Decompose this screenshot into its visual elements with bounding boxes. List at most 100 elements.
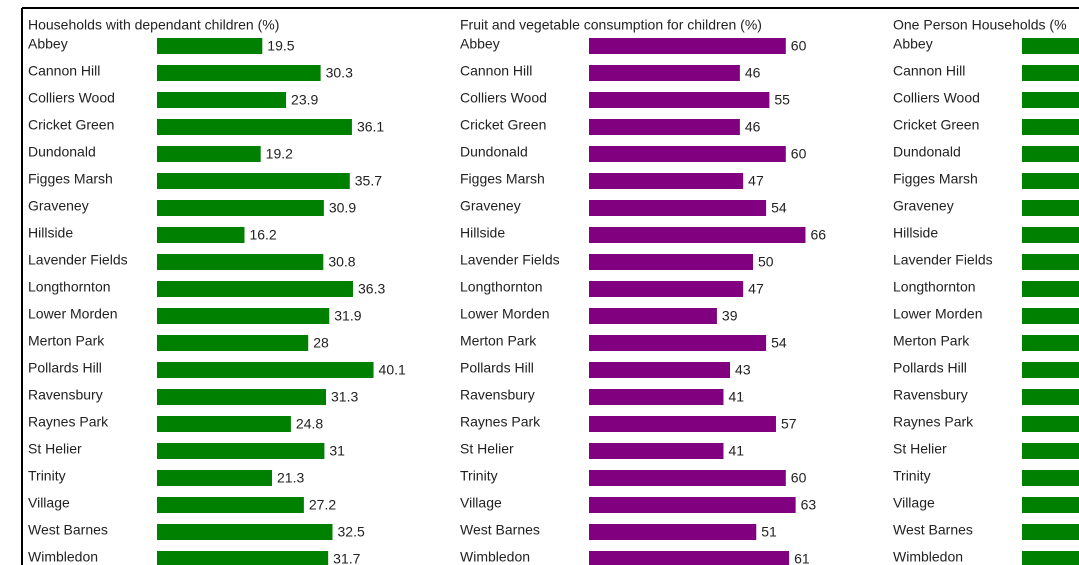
clipped-bar [1022,551,1079,565]
bar [589,551,790,565]
category-label: Hillside [28,225,73,241]
bar [589,281,744,297]
value-label: 41 [728,443,744,459]
category-label: Dundonald [460,144,528,160]
clipped-bar [1022,173,1079,189]
value-label: 35.7 [355,173,382,189]
category-label: Colliers Wood [28,90,115,106]
value-label: 30.3 [326,65,353,81]
bar [589,470,786,486]
value-label: 61 [794,551,810,565]
bar [589,227,806,243]
value-label: 27.2 [309,497,336,513]
category-label: Figges Marsh [28,171,113,187]
category-label: Cricket Green [893,117,979,133]
category-label: Pollards Hill [893,360,967,376]
bar [157,38,263,54]
category-label: Trinity [893,468,931,484]
bar [589,92,770,108]
value-label: 31.9 [334,308,361,324]
category-label: Hillside [893,225,938,241]
category-label: Trinity [460,468,498,484]
chart-title: One Person Households (% [893,17,1067,33]
category-label: Colliers Wood [460,90,547,106]
category-label: Lower Morden [893,306,983,322]
value-label: 41 [728,389,744,405]
category-label: Cannon Hill [893,63,965,79]
value-label: 55 [774,92,790,108]
category-label: West Barnes [28,522,108,538]
value-label: 23.9 [291,92,318,108]
value-label: 46 [745,119,761,135]
category-label: St Helier [28,441,82,457]
clipped-bar [1022,308,1079,324]
bar [589,173,744,189]
category-label: Raynes Park [893,414,974,430]
value-label: 60 [791,470,807,486]
clipped-bar [1022,119,1079,135]
category-label: Lower Morden [28,306,118,322]
bar [589,146,786,162]
value-label: 31.7 [333,551,360,565]
clipped-bar [1022,443,1079,459]
clipped-bar [1022,200,1079,216]
category-label: Cannon Hill [460,63,532,79]
value-label: 24.8 [296,416,323,432]
bar [157,416,291,432]
value-label: 36.3 [358,281,385,297]
category-label: Lower Morden [460,306,550,322]
bar [589,497,796,513]
bar [589,335,767,351]
value-label: 36.1 [357,119,384,135]
category-label: Figges Marsh [460,171,545,187]
bar [589,254,753,270]
value-label: 32.5 [338,524,365,540]
bar [157,281,354,297]
value-label: 40.1 [379,362,406,378]
clipped-bar [1022,254,1079,270]
clipped-bar [1022,227,1079,243]
value-label: 21.3 [277,470,304,486]
category-label: Cricket Green [460,117,546,133]
bar [157,362,374,378]
clipped-bar [1022,65,1079,81]
clipped-bar [1022,146,1079,162]
bar [157,200,324,216]
bar [157,551,329,565]
clipped-bar [1022,470,1079,486]
category-label: Trinity [28,468,66,484]
category-label: West Barnes [893,522,973,538]
bar [157,227,245,243]
value-label: 54 [771,200,787,216]
category-label: Pollards Hill [28,360,102,376]
value-label: 16.2 [249,227,276,243]
category-label: Colliers Wood [893,90,980,106]
bar [157,524,333,540]
category-label: Graveney [460,198,521,214]
bar [589,65,740,81]
category-label: Merton Park [28,333,105,349]
value-label: 66 [810,227,826,243]
category-label: West Barnes [460,522,540,538]
category-label: Cannon Hill [28,63,100,79]
chart-title: Households with dependant children (%) [28,17,279,33]
value-label: 43 [735,362,751,378]
category-label: Longthornton [460,279,543,295]
clipped-bar [1022,497,1079,513]
bar [589,416,776,432]
category-label: Abbey [460,36,500,52]
clipped-bar [1022,281,1079,297]
bar [589,119,740,135]
value-label: 47 [748,281,764,297]
value-label: 19.5 [267,38,294,54]
clipped-bar [1022,38,1079,54]
clipped-bar [1022,416,1079,432]
category-label: Dundonald [28,144,96,160]
clipped-bar [1022,92,1079,108]
category-label: Raynes Park [460,414,541,430]
bar [157,92,287,108]
bar [589,38,786,54]
clipped-bar [1022,335,1079,351]
bar [589,308,717,324]
bar [157,443,325,459]
